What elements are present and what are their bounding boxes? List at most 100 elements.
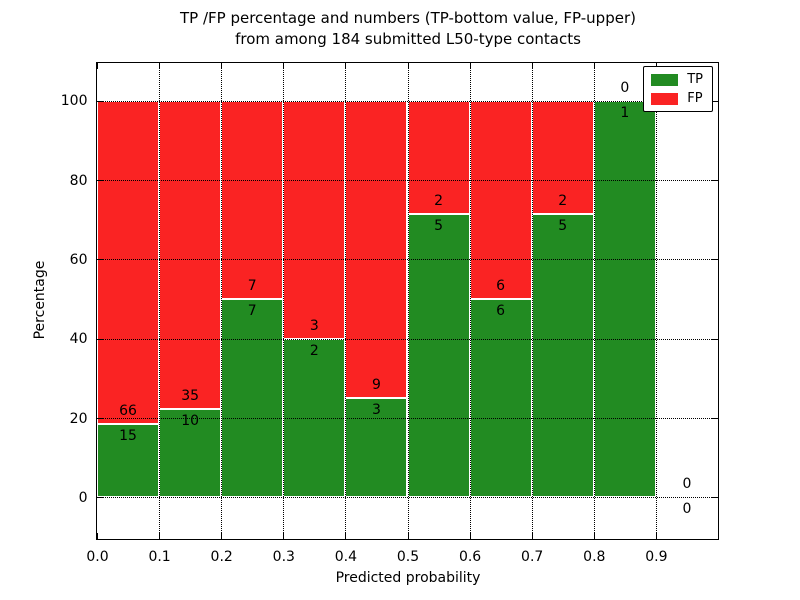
xtick-label-0.1: 0.1 xyxy=(148,549,171,565)
gridline-x-0.9 xyxy=(655,63,657,539)
fp-count-label-0.5: 2 xyxy=(434,193,444,210)
xtick-mark xyxy=(97,63,98,69)
xtick-mark xyxy=(221,63,223,69)
ytick-mark xyxy=(97,338,103,340)
gridline-x-0.1 xyxy=(159,63,161,539)
xtick-label-0.9: 0.9 xyxy=(645,549,668,565)
bar-fp-0.4 xyxy=(345,100,408,399)
fp-count-label-0.7: 2 xyxy=(558,193,568,210)
gridline-x-0.8 xyxy=(593,63,595,539)
ytick-mark xyxy=(712,338,718,340)
grid-layer xyxy=(97,63,718,539)
xtick-mark xyxy=(593,63,595,69)
bar-tp-0.5 xyxy=(407,214,470,498)
ytick-mark xyxy=(712,259,718,261)
ytick-mark xyxy=(712,100,718,102)
legend-label-tp: TP xyxy=(687,72,703,87)
tp-count-label-0.6: 6 xyxy=(496,303,506,320)
ytick-mark xyxy=(712,418,718,420)
chart-title: TP /FP percentage and numbers (TP-bottom… xyxy=(96,8,720,50)
legend-label-fp: FP xyxy=(687,91,703,106)
xtick-mark xyxy=(283,63,285,69)
fp-count-label-0.4: 9 xyxy=(371,377,381,394)
xtick-label-0.7: 0.7 xyxy=(521,549,544,565)
fp-count-label-0.9: 0 xyxy=(682,476,692,493)
tp-count-label-0.1: 10 xyxy=(181,413,200,430)
gridline-x-0.7 xyxy=(531,63,533,539)
bar-fp-0.2 xyxy=(221,100,284,299)
y-axis-label: Percentage xyxy=(32,260,48,340)
bar-tp-0.8 xyxy=(593,100,656,498)
xtick-label-0.4: 0.4 xyxy=(334,549,358,565)
xtick-label-0.8: 0.8 xyxy=(583,549,606,565)
xtick-mark xyxy=(407,533,409,539)
ytick-mark xyxy=(97,180,103,182)
xtick-mark xyxy=(655,533,657,539)
fp-count-label-0.8: 0 xyxy=(620,79,630,96)
xtick-mark xyxy=(283,533,285,539)
gridline-x-0.5 xyxy=(407,63,409,539)
x-axis-label: Predicted probability xyxy=(335,570,481,586)
ytick-mark xyxy=(712,180,718,182)
fp-count-label-0.1: 35 xyxy=(181,388,200,405)
ytick-label-40: 40 xyxy=(69,331,88,348)
tp-count-label-0.0: 15 xyxy=(119,427,137,444)
xtick-mark xyxy=(469,63,471,69)
tp-color-swatch xyxy=(651,73,679,86)
bar-tp-0.0 xyxy=(97,423,160,498)
gridline-x-0.4 xyxy=(345,63,347,539)
xtick-label-0.5: 0.5 xyxy=(396,549,420,565)
ytick-label-100: 100 xyxy=(60,93,88,110)
plot-area: 66 15 35 10 7 7 3 2 9 3 2 5 6 6 2 5 0 1 0 0 TP FP xyxy=(96,62,719,540)
fp-count-label-0.6: 6 xyxy=(496,278,506,295)
xtick-mark xyxy=(469,533,471,539)
gridline-x-0.6 xyxy=(469,63,471,539)
xtick-mark xyxy=(97,533,98,539)
tp-count-label-0.3: 2 xyxy=(309,342,319,359)
tp-count-label-0.2: 7 xyxy=(247,303,257,320)
fp-count-label-0.0: 66 xyxy=(119,402,137,419)
xtick-mark xyxy=(221,533,223,539)
fp-count-label-0.3: 3 xyxy=(309,317,319,334)
ytick-label-80: 80 xyxy=(69,172,88,189)
ytick-mark xyxy=(97,418,103,420)
gridline-x-0.2 xyxy=(221,63,223,539)
tp-count-label-0.7: 5 xyxy=(558,218,568,235)
fp-color-swatch xyxy=(651,92,679,105)
tp-count-label-0.9: 0 xyxy=(682,501,692,518)
bar-fp-0.5 xyxy=(407,100,470,214)
xtick-mark xyxy=(345,63,347,69)
bars-layer xyxy=(97,63,718,539)
ytick-mark xyxy=(97,100,103,102)
chart-title-line2: from among 184 submitted L50-type contac… xyxy=(235,30,581,48)
fp-count-label-0.2: 7 xyxy=(247,278,257,295)
legend: TP FP xyxy=(643,66,713,112)
annotations-layer: 66 15 35 10 7 7 3 2 9 3 2 5 6 6 2 5 0 1 0 0 xyxy=(97,63,718,539)
tp-count-label-0.5: 5 xyxy=(434,218,444,235)
gridline-x-0.3 xyxy=(283,63,285,539)
ytick-mark xyxy=(97,259,103,261)
xtick-label-0.6: 0.6 xyxy=(458,549,482,565)
xtick-mark xyxy=(593,533,595,539)
xtick-label-0.3: 0.3 xyxy=(272,549,295,565)
xtick-mark xyxy=(159,63,161,69)
ytick-label-20: 20 xyxy=(69,410,88,427)
ytick-mark xyxy=(97,497,103,499)
ytick-label-0: 0 xyxy=(78,489,88,506)
xtick-mark xyxy=(531,533,533,539)
bar-fp-0.6 xyxy=(469,100,532,299)
ytick-mark xyxy=(712,497,718,499)
xtick-mark xyxy=(159,533,161,539)
xtick-mark xyxy=(407,63,409,69)
chart-title-line1: TP /FP percentage and numbers (TP-bottom… xyxy=(180,9,636,27)
legend-entry-tp: TP xyxy=(651,73,703,86)
ytick-label-60: 60 xyxy=(69,251,88,268)
xtick-label-0.0: 0.0 xyxy=(86,549,109,565)
bar-fp-0.1 xyxy=(159,100,222,410)
bar-fp-0.0 xyxy=(97,100,160,424)
tp-count-label-0.4: 3 xyxy=(371,402,381,419)
legend-entry-fp: FP xyxy=(651,92,703,105)
xtick-mark xyxy=(531,63,533,69)
tp-count-label-0.8: 1 xyxy=(620,104,630,121)
